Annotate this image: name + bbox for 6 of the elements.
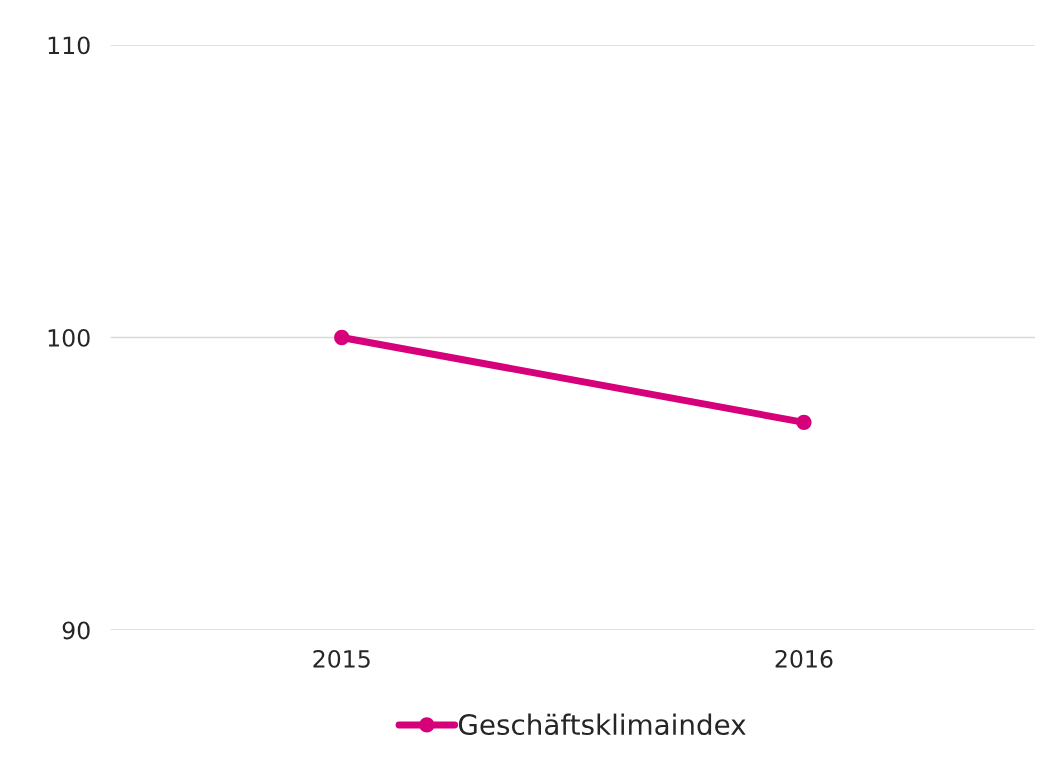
y-tick-label: 90	[62, 621, 90, 640]
y-tick-label: 100	[48, 328, 90, 347]
y-tick-label: 110	[48, 36, 90, 55]
x-tick-label: 2015	[313, 649, 370, 668]
legend-label: Geschäftsklimaindex	[458, 713, 746, 736]
x-tick-label: 2016	[775, 649, 833, 668]
